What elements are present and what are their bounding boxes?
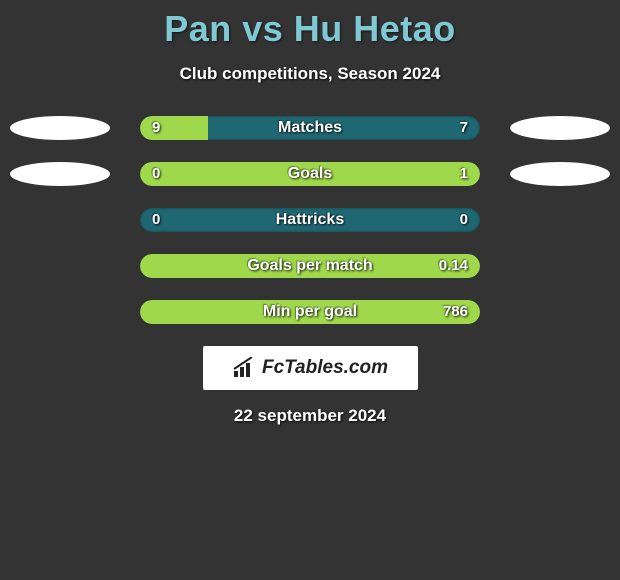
stat-bar-fill-right	[140, 254, 480, 278]
stat-bar-track: 786Min per goal	[140, 300, 480, 324]
stat-row: 786Min per goal	[0, 300, 620, 324]
stat-bar-track: 97Matches	[140, 116, 480, 140]
logo-box: FcTables.com	[203, 346, 418, 390]
stat-value-right: 0	[460, 208, 468, 232]
stat-label: Hattricks	[140, 208, 480, 232]
player-right-ellipse	[510, 162, 610, 186]
date-text: 22 september 2024	[0, 406, 620, 426]
stat-value-left: 0	[152, 162, 160, 186]
logo-text: FcTables.com	[262, 357, 388, 379]
stat-row: 0 0Hattricks	[0, 208, 620, 232]
stat-value-left: 0	[152, 208, 160, 232]
stat-bar-track: 0 0Hattricks	[140, 208, 480, 232]
stat-value-right: 786	[443, 300, 468, 324]
stats-container: 97Matches01Goals00Hattricks0.14Goals per…	[0, 116, 620, 324]
stat-value-right: 7	[460, 116, 468, 140]
stat-bar-track: 01Goals	[140, 162, 480, 186]
player-right-ellipse	[510, 116, 610, 140]
stat-row: 01Goals	[0, 162, 620, 186]
page-title: Pan vs Hu Hetao	[0, 0, 620, 50]
stat-value-left: 9	[152, 116, 160, 140]
stat-value-right: 0.14	[439, 254, 468, 278]
stat-row: 0.14Goals per match	[0, 254, 620, 278]
stat-bar-fill-right	[140, 300, 480, 324]
stat-bar-track: 0.14Goals per match	[140, 254, 480, 278]
stat-bar-fill-right	[140, 162, 480, 186]
chart-icon	[232, 357, 256, 379]
stat-row: 97Matches	[0, 116, 620, 140]
stat-value-right: 1	[460, 162, 468, 186]
player-left-ellipse	[10, 116, 110, 140]
player-left-ellipse	[10, 162, 110, 186]
page-subtitle: Club competitions, Season 2024	[0, 64, 620, 84]
stat-bar-fill-left	[140, 116, 208, 140]
